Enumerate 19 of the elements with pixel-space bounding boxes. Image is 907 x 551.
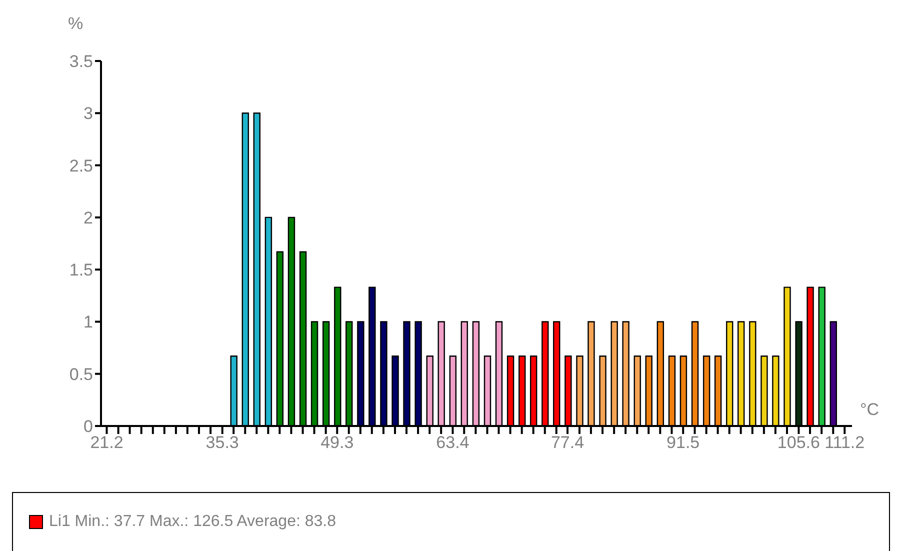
x-axis-title: °C: [860, 400, 880, 420]
x-tick-label: 63.4: [436, 433, 470, 452]
y-tick-label: 0: [84, 417, 93, 436]
x-tick-label: 21.2: [90, 433, 124, 452]
y-tick-label: 1: [84, 312, 93, 332]
x-tick-label: 91.5: [666, 433, 700, 452]
x-tick-label: 111.2: [824, 433, 865, 452]
x-tick-label: 35.3: [206, 433, 239, 452]
x-tick-label: 77.4: [550, 433, 584, 452]
legend-label: Li1 Min.: 37.7 Max.: 126.5 Average: 83.8: [49, 513, 336, 531]
y-tick-label: 1.5: [69, 260, 93, 280]
y-axis-title: %: [68, 14, 84, 34]
x-tick-label: 105.6: [777, 433, 820, 452]
y-tick-label: 3: [84, 104, 93, 124]
y-tick-label: 0.5: [69, 364, 93, 384]
y-tick-label: 3.5: [69, 52, 93, 72]
x-tick-label: 49.3: [320, 433, 354, 452]
y-tick-label: 2.5: [69, 156, 93, 176]
y-tick-label: 2: [84, 208, 93, 228]
